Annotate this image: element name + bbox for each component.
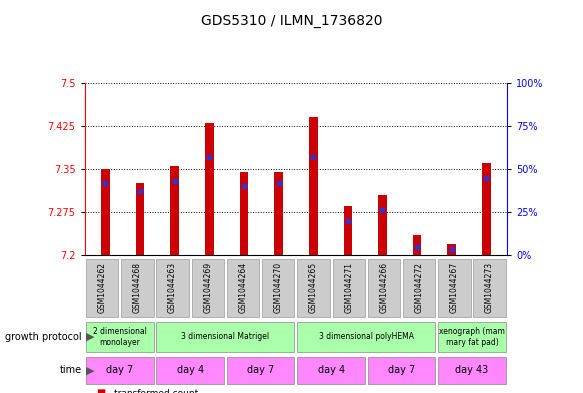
Text: day 43: day 43: [455, 365, 489, 375]
Text: GSM1044267: GSM1044267: [450, 262, 459, 314]
Text: transformed count: transformed count: [114, 389, 198, 393]
Bar: [447, 244, 456, 255]
Text: GSM1044272: GSM1044272: [415, 263, 424, 313]
Text: GSM1044270: GSM1044270: [274, 262, 283, 314]
Text: GSM1044265: GSM1044265: [309, 262, 318, 314]
Text: day 7: day 7: [388, 365, 415, 375]
Text: day 4: day 4: [318, 365, 345, 375]
Bar: [309, 117, 318, 255]
Text: GDS5310 / ILMN_1736820: GDS5310 / ILMN_1736820: [201, 14, 382, 28]
Bar: [205, 123, 213, 255]
Bar: [343, 206, 352, 255]
Bar: [413, 235, 422, 255]
Text: GSM1044268: GSM1044268: [133, 263, 142, 313]
Bar: [297, 357, 365, 384]
Bar: [332, 259, 365, 317]
Bar: [438, 259, 470, 317]
Bar: [482, 163, 491, 255]
Text: GSM1044262: GSM1044262: [97, 263, 107, 313]
Bar: [473, 259, 506, 317]
Bar: [121, 259, 153, 317]
Text: day 7: day 7: [106, 365, 134, 375]
Bar: [438, 321, 506, 353]
Bar: [156, 357, 224, 384]
Text: GSM1044264: GSM1044264: [238, 262, 248, 314]
Text: 3 dimensional polyHEMA: 3 dimensional polyHEMA: [319, 332, 414, 342]
Bar: [156, 321, 294, 353]
Bar: [438, 357, 506, 384]
Text: 3 dimensional Matrigel: 3 dimensional Matrigel: [181, 332, 269, 342]
Text: GSM1044271: GSM1044271: [344, 263, 353, 313]
Bar: [101, 169, 110, 255]
Text: day 4: day 4: [177, 365, 204, 375]
Text: growth protocol: growth protocol: [5, 332, 82, 342]
Bar: [156, 259, 189, 317]
Bar: [403, 259, 436, 317]
Text: GSM1044263: GSM1044263: [168, 262, 177, 314]
Bar: [368, 357, 436, 384]
Text: day 7: day 7: [247, 365, 274, 375]
Bar: [240, 172, 248, 255]
Bar: [136, 184, 145, 255]
Bar: [227, 357, 294, 384]
Bar: [274, 172, 283, 255]
Text: ▶: ▶: [86, 365, 94, 375]
Bar: [378, 195, 387, 255]
Text: ▶: ▶: [86, 332, 94, 342]
Bar: [86, 259, 118, 317]
Bar: [170, 166, 179, 255]
Text: time: time: [59, 365, 82, 375]
Bar: [262, 259, 294, 317]
Text: ■: ■: [96, 388, 106, 393]
Bar: [368, 259, 400, 317]
Text: GSM1044266: GSM1044266: [380, 262, 388, 314]
Bar: [227, 259, 259, 317]
Text: 2 dimensional
monolayer: 2 dimensional monolayer: [93, 327, 147, 347]
Text: GSM1044269: GSM1044269: [203, 262, 212, 314]
Text: GSM1044273: GSM1044273: [485, 262, 494, 314]
Bar: [86, 321, 153, 353]
Bar: [192, 259, 224, 317]
Bar: [86, 357, 153, 384]
Bar: [297, 259, 329, 317]
Text: xenograph (mam
mary fat pad): xenograph (mam mary fat pad): [439, 327, 505, 347]
Bar: [297, 321, 436, 353]
